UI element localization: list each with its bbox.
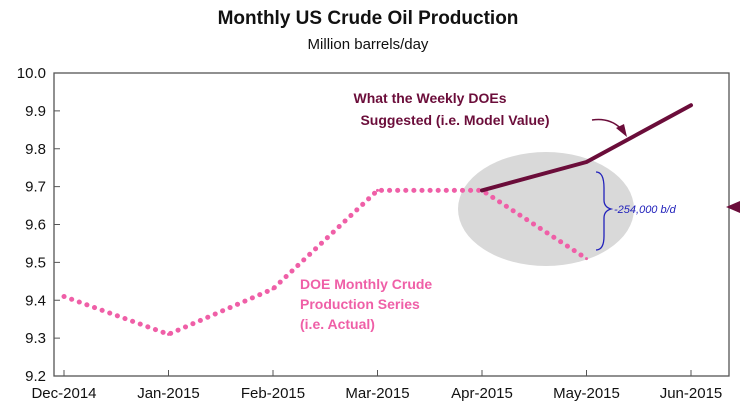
series-point	[376, 188, 379, 192]
chart-subtitle: Million barrels/day	[308, 36, 429, 53]
x-tick-label: Jan-2015	[137, 385, 200, 402]
x-tick-label: Jun-2015	[660, 385, 723, 402]
series-point	[271, 287, 275, 291]
series-point	[585, 257, 588, 261]
series-point	[481, 189, 483, 192]
difference-bracket	[595, 171, 614, 251]
model-annotation-line1: What the Weekly DOEs	[353, 90, 506, 106]
x-tick-label: May-2015	[553, 385, 620, 402]
y-tick-label: 9.5	[25, 254, 46, 271]
x-tick-label: Feb-2015	[241, 385, 305, 402]
y-tick-label: 9.6	[25, 217, 46, 234]
y-tick-label: 9.4	[25, 292, 46, 309]
y-tick-label: 9.7	[25, 179, 46, 196]
model-annotation-arrowhead	[616, 124, 627, 137]
model-annotation-line2: Suggested (i.e. Model Value)	[360, 112, 549, 128]
difference-label: -254,000 b/d	[614, 204, 677, 216]
x-tick-label: Mar-2015	[345, 385, 409, 402]
actual-series-line	[61, 187, 589, 337]
actual-annotation-line1: DOE Monthly Crude	[300, 276, 432, 292]
y-axis: 9.2 9.3 9.4 9.5 9.6 9.7 9.8 9.9 10.0	[17, 65, 60, 385]
y-tick-label: 9.9	[25, 103, 46, 120]
y-tick-label: 9.8	[25, 141, 46, 158]
right-edge-arrow-marker	[726, 201, 740, 213]
x-axis: Dec-2014 Jan-2015 Feb-2015 Mar-2015 Apr-2015…	[31, 370, 722, 402]
x-tick-label: Apr-2015	[451, 385, 513, 402]
y-tick-label: 10.0	[17, 65, 46, 82]
series-point	[690, 104, 692, 107]
actual-annotation-line3: (i.e. Actual)	[300, 316, 375, 332]
y-tick-label: 9.3	[25, 330, 46, 347]
x-tick-label: Dec-2014	[31, 385, 96, 402]
highlight-ellipse	[458, 152, 634, 266]
y-tick-label: 9.2	[25, 368, 46, 385]
series-point	[62, 294, 66, 298]
chart-title: Monthly US Crude Oil Production	[218, 8, 519, 29]
series-point	[585, 161, 588, 164]
actual-annotation-line2: Production Series	[300, 296, 420, 312]
series-point	[167, 332, 170, 336]
series-layer	[61, 103, 693, 337]
